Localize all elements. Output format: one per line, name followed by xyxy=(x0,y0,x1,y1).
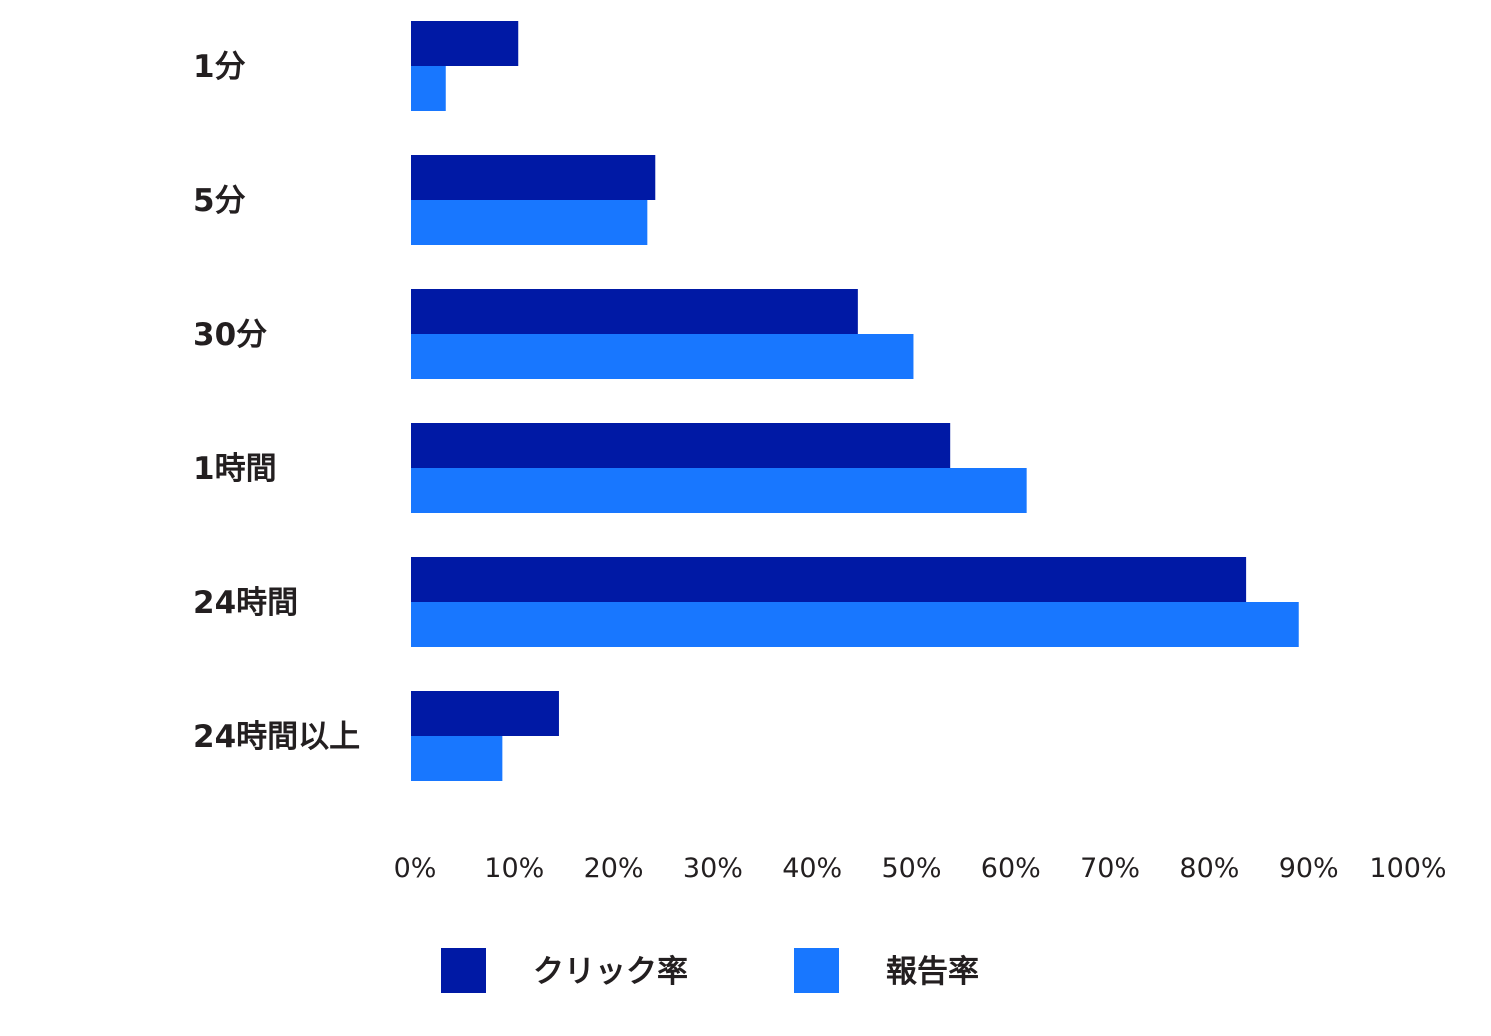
bar-click-rate-2 xyxy=(411,289,858,334)
bar-click-rate-3 xyxy=(411,423,951,468)
bar-click-rate-1 xyxy=(411,155,656,200)
x-tick-label: 60% xyxy=(981,853,1041,884)
x-tick-label: 90% xyxy=(1279,853,1339,884)
x-tick-label: 70% xyxy=(1080,853,1140,884)
category-label: 30分 xyxy=(193,317,267,353)
bar-report-rate-0 xyxy=(411,66,446,111)
category-label: 1分 xyxy=(193,49,246,85)
x-tick-label: 30% xyxy=(683,853,743,884)
category-label: 1時間 xyxy=(193,451,277,487)
legend-label: 報告率 xyxy=(886,954,979,990)
x-tick-label: 50% xyxy=(881,853,941,884)
legend: クリック率 報告率 xyxy=(441,948,979,993)
x-tick-label: 10% xyxy=(484,853,544,884)
bar-click-rate-5 xyxy=(411,691,559,736)
legend-label: クリック率 xyxy=(533,954,688,990)
x-tick-label: 20% xyxy=(584,853,644,884)
bar-report-rate-5 xyxy=(411,736,503,781)
legend-swatch xyxy=(794,948,839,993)
x-axis-ticks: 0% 10% 20% 30% 40% 50% 60% 70% 80% 90% 100% xyxy=(394,853,1447,884)
category-labels: 1分 5分 30分 1時間 24時間 24時間以上 xyxy=(193,49,360,755)
bar-report-rate-4 xyxy=(411,602,1299,647)
x-tick-label: 100% xyxy=(1369,853,1446,884)
x-tick-label: 40% xyxy=(782,853,842,884)
bar-report-rate-3 xyxy=(411,468,1027,513)
bar-report-rate-2 xyxy=(411,334,914,379)
x-tick-label: 0% xyxy=(394,853,437,884)
bars-layer xyxy=(411,21,1299,781)
category-label: 24時間 xyxy=(193,585,298,621)
category-label: 5分 xyxy=(193,183,246,219)
bar-click-rate-0 xyxy=(411,21,519,66)
bar-report-rate-1 xyxy=(411,200,648,245)
category-label: 24時間以上 xyxy=(193,719,360,755)
bar-click-rate-4 xyxy=(411,557,1247,602)
legend-swatch xyxy=(441,948,486,993)
x-tick-label: 80% xyxy=(1179,853,1239,884)
